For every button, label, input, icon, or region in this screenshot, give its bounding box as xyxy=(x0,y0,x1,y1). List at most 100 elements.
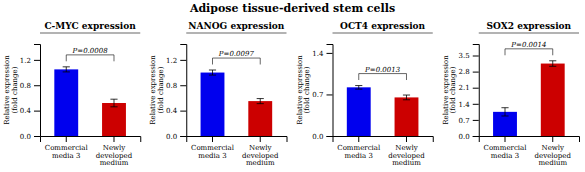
y-tick-mark xyxy=(473,72,479,73)
annotation: P=0.0097 xyxy=(218,50,255,58)
y-axis-title-line: (fold change) xyxy=(11,66,19,113)
y-axis-title: Relative expression(fold change) xyxy=(3,55,19,125)
x-tick: Commercialmedia 3 xyxy=(45,136,89,160)
y-axis-title: Relative expression(fold change) xyxy=(149,55,165,125)
y-tick: 0.8 xyxy=(20,82,40,90)
x-tick-label: Newlydevelopedmedium xyxy=(242,144,279,167)
y-tick: 1.2 xyxy=(166,57,186,65)
x-axis: Commercialmedia 3 Newlydevelopedmedium xyxy=(333,136,433,167)
y-tick-label: 0.4 xyxy=(166,107,178,115)
x-tick-mark xyxy=(505,136,506,142)
y-axis-line xyxy=(473,45,480,137)
y-tick-mark xyxy=(34,60,40,61)
bracket xyxy=(359,74,407,80)
y-tick: 0.4 xyxy=(166,107,186,115)
panel: 0.00.71.42.12.83.5Commercialmedia 3Newly… xyxy=(442,41,580,168)
subplot-title: C-MYC expression xyxy=(44,21,136,31)
x-tick-label: Commercialmedia 3 xyxy=(191,144,235,160)
x-tick-label-line: medium xyxy=(100,159,129,167)
panel: 0.0 0.7 1.4 Commercialmedia 3 Newlydeveloped… xyxy=(296,45,434,168)
x-axis: Commercialmedia 3 Newlydevelopedmedium xyxy=(41,136,141,167)
x-tick-mark xyxy=(358,136,359,142)
error-bar-line xyxy=(110,99,117,107)
y-tick: 1.2 xyxy=(20,57,40,65)
y-tick-label: 0.0 xyxy=(459,133,470,141)
x-tick: Newlydevelopedmedium xyxy=(388,136,425,167)
x-tick: Newlydevelopedmedium xyxy=(535,136,572,167)
y-tick-label: 0.7 xyxy=(459,117,470,125)
y-axis-title-line: (fold change) xyxy=(303,66,311,113)
y-tick: 0.0 xyxy=(312,133,332,141)
marks xyxy=(201,58,273,136)
title-underline xyxy=(186,33,286,34)
bar xyxy=(347,87,371,136)
error-bar xyxy=(257,99,264,104)
bracket xyxy=(66,55,114,61)
y-tick: 0.8 xyxy=(166,82,186,90)
y-tick-label: 2.1 xyxy=(459,84,470,92)
x-tick: Newlydevelopedmedium xyxy=(242,136,279,167)
y-tick-mark xyxy=(34,111,40,112)
error-bar-line xyxy=(355,86,362,90)
y-tick-label: 2.8 xyxy=(459,68,470,76)
subplot-title: SOX2 expression xyxy=(487,21,572,31)
y-tick: 0.0 xyxy=(459,133,479,141)
x-tick: Commercialmedia 3 xyxy=(337,136,381,160)
error-bar-line xyxy=(209,70,216,75)
y-axis-line xyxy=(327,45,334,137)
y-tick-mark xyxy=(34,136,40,137)
bracket xyxy=(505,49,553,55)
marks xyxy=(493,49,565,136)
x-tick: Newlydevelopedmedium xyxy=(96,136,133,167)
y-tick-mark xyxy=(180,85,186,86)
x-tick-label: Newlydevelopedmedium xyxy=(96,144,133,167)
marks xyxy=(347,74,419,136)
y-tick-label: 0.0 xyxy=(166,133,177,141)
x-tick-label-line: media 3 xyxy=(198,152,226,160)
bar xyxy=(541,64,565,136)
y-tick: 0.4 xyxy=(20,107,40,115)
y-tick-mark xyxy=(327,53,333,54)
x-tick-label-line: media 3 xyxy=(491,152,519,160)
x-tick-label: Newlydevelopedmedium xyxy=(535,144,572,167)
y-tick-mark xyxy=(473,88,479,89)
x-tick-mark xyxy=(260,136,261,142)
bar xyxy=(54,69,78,136)
x-axis-line xyxy=(479,137,579,143)
error-bar xyxy=(63,67,70,72)
y-tick: 1.4 xyxy=(312,50,332,58)
error-bar xyxy=(403,95,410,100)
y-axis-line xyxy=(34,45,41,137)
x-tick: Commercialmedia 3 xyxy=(484,136,528,160)
x-tick-mark xyxy=(212,136,213,142)
chart: Adipose tissue-derived stem cells 0.0 0.4 0… xyxy=(0,0,585,172)
title-underline xyxy=(479,33,579,34)
y-axis-title-line: (fold change) xyxy=(157,66,165,113)
y-tick: 3.5 xyxy=(459,52,479,60)
y-axis: 0.00.71.42.12.83.5 xyxy=(459,45,480,141)
y-axis-title: Relative expression(fold change) xyxy=(296,55,312,125)
y-tick: 0.7 xyxy=(459,117,479,125)
y-tick: 2.8 xyxy=(459,68,479,76)
error-bar-line xyxy=(549,61,556,67)
y-axis-title-line: (fold change) xyxy=(449,66,457,113)
x-tick-label: Commercialmedia 3 xyxy=(337,144,381,160)
y-tick-label: 0.7 xyxy=(312,91,323,99)
x-tick-mark xyxy=(552,136,553,142)
y-tick-mark xyxy=(473,120,479,121)
title: Adipose tissue-derived stem cells xyxy=(189,2,395,15)
error-bar xyxy=(209,70,216,75)
x-axis-line xyxy=(187,137,287,143)
bar xyxy=(201,73,225,136)
bar xyxy=(102,103,126,136)
y-tick-mark xyxy=(180,136,186,137)
y-tick-label: 3.5 xyxy=(459,52,470,60)
annotation: P=0.0014 xyxy=(510,41,546,49)
y-tick: 2.1 xyxy=(459,84,479,92)
y-axis: 0.00.40.81.2 xyxy=(20,45,41,141)
y-tick-mark xyxy=(473,56,479,57)
x-tick-mark xyxy=(113,136,114,142)
panel: 0.00.40.81.2Commercialmedia 3Newlydevelo… xyxy=(3,45,141,168)
x-tick-mark xyxy=(66,136,67,142)
x-axis: Commercialmedia 3 Newlydevelopedmedium xyxy=(187,136,287,167)
